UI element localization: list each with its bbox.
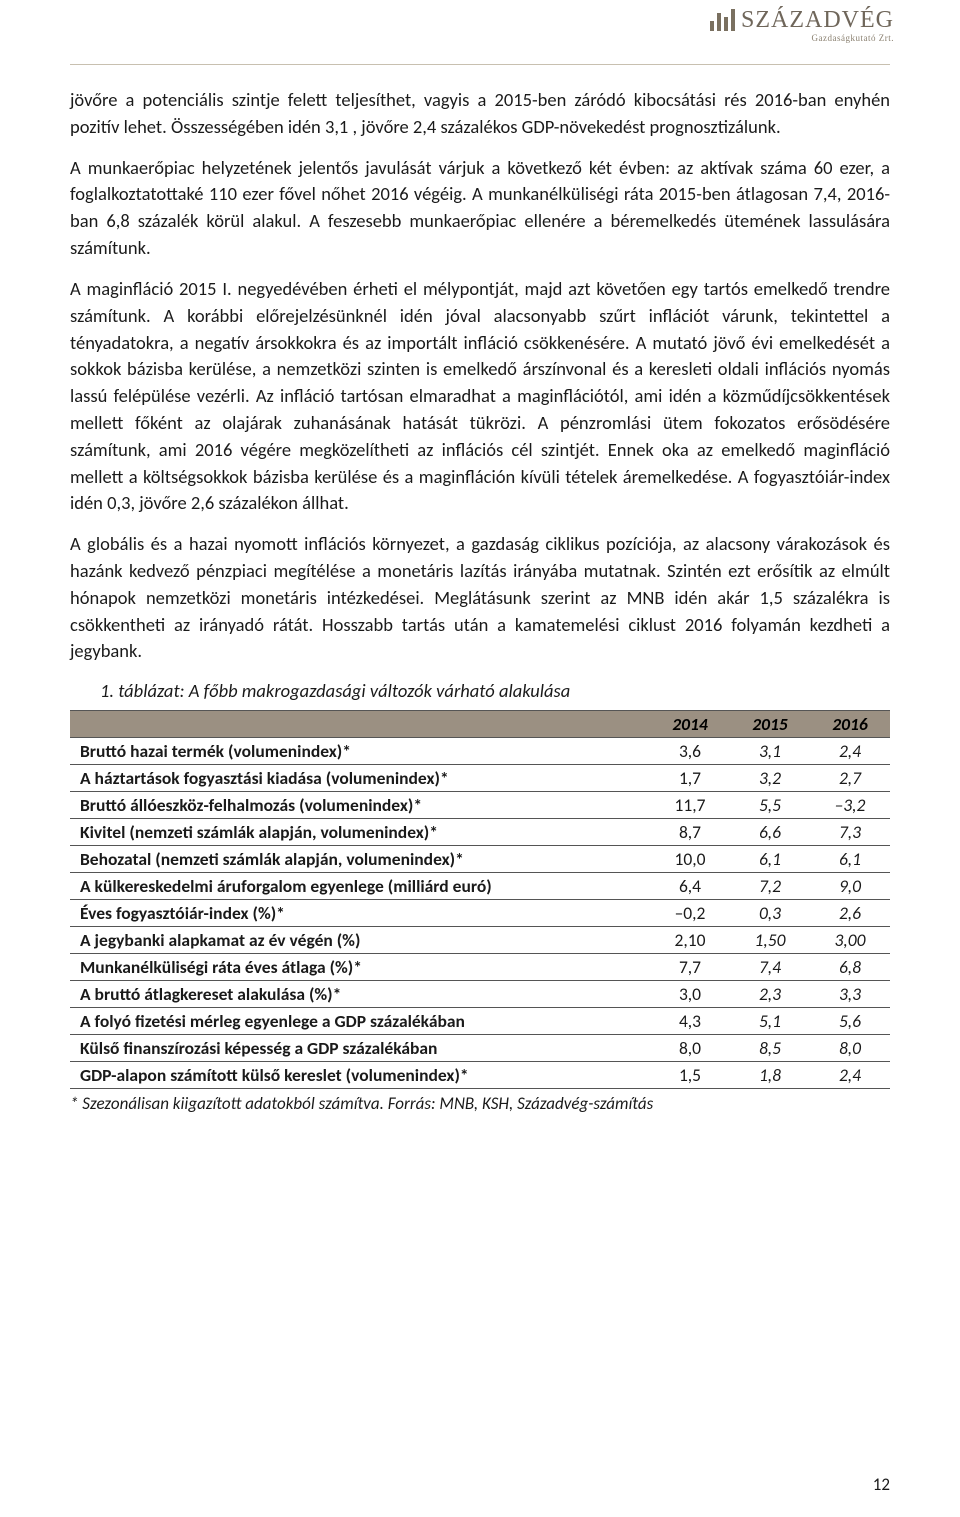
table-cell: 3,0 [650, 981, 730, 1008]
table-cell: 1,8 [730, 1062, 810, 1089]
table-row-label: Behozatal (nemzeti számlák alapján, volu… [70, 846, 650, 873]
table-cell: 8,7 [650, 819, 730, 846]
table-row: A háztartások fogyasztási kiadása (volum… [70, 765, 890, 792]
table-cell: 2,3 [730, 981, 810, 1008]
table-cell: 1,7 [650, 765, 730, 792]
table-row-label: Bruttó állóeszköz-felhalmozás (volumenin… [70, 792, 650, 819]
table-cell: 9,0 [810, 873, 890, 900]
table-cell: 3,00 [810, 927, 890, 954]
table-row-label: A jegybanki alapkamat az év végén (%) [70, 927, 650, 954]
table-row-label: A külkereskedelmi áruforgalom egyenlege … [70, 873, 650, 900]
table-cell: 7,7 [650, 954, 730, 981]
table-cell: 8,0 [650, 1035, 730, 1062]
table-row-label: A bruttó átlagkereset alakulása (%)* [70, 981, 650, 1008]
table-cell: 6,1 [810, 846, 890, 873]
table-cell: 3,1 [730, 738, 810, 765]
table-header-blank [70, 711, 650, 738]
table-cell: 0,3 [730, 900, 810, 927]
table-row-label: A folyó fizetési mérleg egyenlege a GDP … [70, 1008, 650, 1035]
table-cell: –3,2 [810, 792, 890, 819]
table-cell: 10,0 [650, 846, 730, 873]
body-paragraph-1: jövőre a potenciális szintje felett telj… [70, 87, 890, 141]
table-row: Kivitel (nemzeti számlák alapján, volume… [70, 819, 890, 846]
table-cell: 5,1 [730, 1008, 810, 1035]
table-header-year-2015: 2015 [730, 711, 810, 738]
table-row-label: Éves fogyasztóiár-index (%)* [70, 900, 650, 927]
logo-bars-icon [710, 9, 735, 31]
body-paragraph-4: A globális és a hazai nyomott inflációs … [70, 531, 890, 665]
company-logo: SZÁZADVÉG Gazdaságkutató Zrt. [710, 8, 894, 43]
table-row: A bruttó átlagkereset alakulása (%)*3,02… [70, 981, 890, 1008]
table-cell: 3,3 [810, 981, 890, 1008]
table-caption: 1. táblázat: A főbb makrogazdasági válto… [100, 679, 890, 702]
table-cell: 5,5 [730, 792, 810, 819]
table-cell: 7,3 [810, 819, 890, 846]
body-paragraph-3: A maginfláció 2015 I. negyedévében érhet… [70, 276, 890, 517]
table-cell: 6,1 [730, 846, 810, 873]
table-cell: 8,5 [730, 1035, 810, 1062]
table-cell: 3,2 [730, 765, 810, 792]
table-row: Bruttó állóeszköz-felhalmozás (volumenin… [70, 792, 890, 819]
table-cell: 2,10 [650, 927, 730, 954]
table-row: GDP-alapon számított külső kereslet (vol… [70, 1062, 890, 1089]
table-row-label: Külső finanszírozási képesség a GDP száz… [70, 1035, 650, 1062]
table-cell: 1,50 [730, 927, 810, 954]
table-row-label: GDP-alapon számított külső kereslet (vol… [70, 1062, 650, 1089]
table-cell: 2,4 [810, 738, 890, 765]
table-row-label: A háztartások fogyasztási kiadása (volum… [70, 765, 650, 792]
table-row: A folyó fizetési mérleg egyenlege a GDP … [70, 1008, 890, 1035]
table-row: A jegybanki alapkamat az év végén (%)2,1… [70, 927, 890, 954]
header-divider [70, 64, 890, 65]
macroeconomic-table: 2014 2015 2016 Bruttó hazai termék (volu… [70, 710, 890, 1089]
table-cell: 7,2 [730, 873, 810, 900]
table-row-label: Kivitel (nemzeti számlák alapján, volume… [70, 819, 650, 846]
table-row: Munkanélküliségi ráta éves átlaga (%)*7,… [70, 954, 890, 981]
table-header-year-2014: 2014 [650, 711, 730, 738]
table-header-row: 2014 2015 2016 [70, 711, 890, 738]
table-cell: 2,4 [810, 1062, 890, 1089]
table-row-label: Bruttó hazai termék (volumenindex)* [70, 738, 650, 765]
logo-subtitle: Gazdaságkutató Zrt. [710, 34, 894, 43]
table-row-label: Munkanélküliségi ráta éves átlaga (%)* [70, 954, 650, 981]
table-cell: 1,5 [650, 1062, 730, 1089]
table-header-year-2016: 2016 [810, 711, 890, 738]
table-footnote: * Szezonálisan kiigazított adatokból szá… [70, 1093, 890, 1114]
table-row: Bruttó hazai termék (volumenindex)*3,63,… [70, 738, 890, 765]
table-row: Éves fogyasztóiár-index (%)*–0,20,32,6 [70, 900, 890, 927]
body-paragraph-2: A munkaerőpiac helyzetének jelentős javu… [70, 155, 890, 262]
table-cell: 5,6 [810, 1008, 890, 1035]
table-cell: 11,7 [650, 792, 730, 819]
table-cell: 6,4 [650, 873, 730, 900]
table-row: Külső finanszírozási képesség a GDP száz… [70, 1035, 890, 1062]
logo-text: SZÁZADVÉG [741, 8, 894, 32]
document-page: SZÁZADVÉG Gazdaságkutató Zrt. jövőre a p… [0, 0, 960, 1517]
table-cell: 3,6 [650, 738, 730, 765]
table-cell: 2,7 [810, 765, 890, 792]
table-cell: 4,3 [650, 1008, 730, 1035]
table-row: A külkereskedelmi áruforgalom egyenlege … [70, 873, 890, 900]
table-cell: 7,4 [730, 954, 810, 981]
table-cell: 2,6 [810, 900, 890, 927]
table-cell: 6,6 [730, 819, 810, 846]
table-cell: 8,0 [810, 1035, 890, 1062]
table-row: Behozatal (nemzeti számlák alapján, volu… [70, 846, 890, 873]
table-cell: –0,2 [650, 900, 730, 927]
page-number: 12 [873, 1474, 890, 1495]
table-cell: 6,8 [810, 954, 890, 981]
